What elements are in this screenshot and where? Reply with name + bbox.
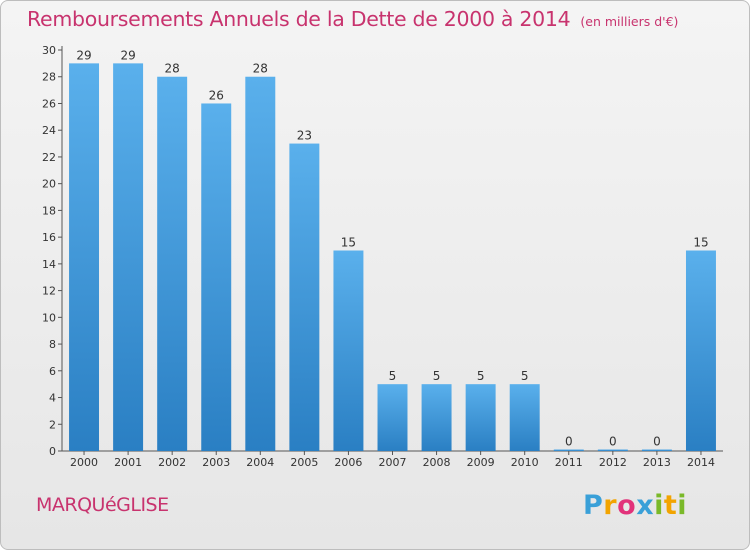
- y-tick-label: 30: [42, 44, 56, 57]
- logo-letter: i: [677, 490, 688, 521]
- y-tick-label: 2: [49, 418, 56, 431]
- value-label-2003: 26: [209, 88, 224, 102]
- bar-2013: [641, 449, 672, 451]
- x-tick-label-2007: 2007: [379, 456, 407, 469]
- chart-title: Remboursements Annuels de la Dette de 20…: [27, 7, 678, 31]
- value-label-2002: 28: [165, 62, 180, 76]
- value-label-2010: 5: [521, 369, 529, 383]
- y-tick-label: 16: [42, 231, 56, 244]
- commune-name: MARQUéGLISE: [36, 494, 169, 516]
- value-label-2000: 29: [76, 48, 91, 62]
- x-tick-label-2004: 2004: [246, 456, 274, 469]
- x-tick-label-2009: 2009: [467, 456, 495, 469]
- bar-2005: [289, 143, 320, 452]
- y-tick-label: 14: [42, 258, 56, 271]
- y-tick-label: 26: [42, 97, 56, 110]
- y-tick-label: 8: [49, 338, 56, 351]
- bar-2009: [465, 384, 496, 451]
- bar-2012: [597, 449, 628, 451]
- y-tick-label: 4: [49, 392, 56, 405]
- logo-letter: i: [654, 490, 664, 521]
- y-tick-label: 10: [42, 311, 56, 324]
- bar-2004: [245, 76, 276, 451]
- x-tick-label-2000: 2000: [70, 456, 98, 469]
- x-tick-label-2002: 2002: [158, 456, 186, 469]
- x-tick-label-2013: 2013: [643, 456, 671, 469]
- x-tick-label-2010: 2010: [511, 456, 539, 469]
- value-label-2008: 5: [433, 369, 441, 383]
- bar-2006: [333, 250, 364, 451]
- logo-letter: P: [583, 490, 604, 521]
- bar-2001: [113, 63, 144, 451]
- chart-bars: [69, 63, 716, 452]
- bar-2003: [201, 103, 232, 451]
- chart-value-labels: 29 29 28 26 28 23 15 5 5 5 5 0 0 0 15: [76, 48, 708, 448]
- y-tick-label: 20: [42, 178, 56, 191]
- value-label-2009: 5: [477, 369, 485, 383]
- logo-letter: t: [663, 490, 678, 521]
- x-tick-label-2006: 2006: [334, 456, 362, 469]
- y-tick-label: 0: [49, 445, 56, 458]
- x-tick-label-2001: 2001: [114, 456, 142, 469]
- y-tick-label: 22: [42, 151, 56, 164]
- chart-title-text: Remboursements Annuels de la Dette de 20…: [27, 7, 571, 31]
- bar-2002: [157, 76, 188, 451]
- value-label-2001: 29: [120, 48, 135, 62]
- x-tick-label-2008: 2008: [423, 456, 451, 469]
- value-label-2007: 5: [389, 369, 397, 383]
- value-label-2005: 23: [297, 129, 312, 143]
- y-tick-label: 6: [49, 365, 56, 378]
- bar-2011: [553, 449, 584, 451]
- bar-2008: [421, 384, 452, 451]
- logo-letter: x: [636, 490, 655, 521]
- x-tick-label-2005: 2005: [290, 456, 318, 469]
- proxiti-logo: Proxiti: [583, 490, 687, 521]
- x-tick-label-2003: 2003: [202, 456, 230, 469]
- value-label-2014: 15: [693, 236, 708, 250]
- x-tick-label-2014: 2014: [687, 456, 715, 469]
- value-label-2011: 0: [565, 435, 573, 449]
- bar-2000: [69, 63, 100, 451]
- y-tick-label: 12: [42, 285, 56, 298]
- y-tick-label: 24: [42, 124, 56, 137]
- bar-2014: [685, 250, 716, 451]
- bar-2010: [509, 384, 540, 451]
- logo-letter: r: [603, 490, 618, 521]
- value-label-2012: 0: [609, 435, 617, 449]
- bar-2007: [377, 384, 408, 451]
- y-tick-label: 28: [42, 71, 56, 84]
- value-label-2004: 28: [253, 62, 268, 76]
- chart-unit: (en milliers d'€): [580, 14, 679, 29]
- logo-letter: o: [617, 490, 637, 521]
- value-label-2013: 0: [653, 435, 661, 449]
- value-label-2006: 15: [341, 236, 356, 250]
- x-tick-label-2012: 2012: [599, 456, 627, 469]
- x-tick-label-2011: 2011: [555, 456, 583, 469]
- y-tick-label: 18: [42, 204, 56, 217]
